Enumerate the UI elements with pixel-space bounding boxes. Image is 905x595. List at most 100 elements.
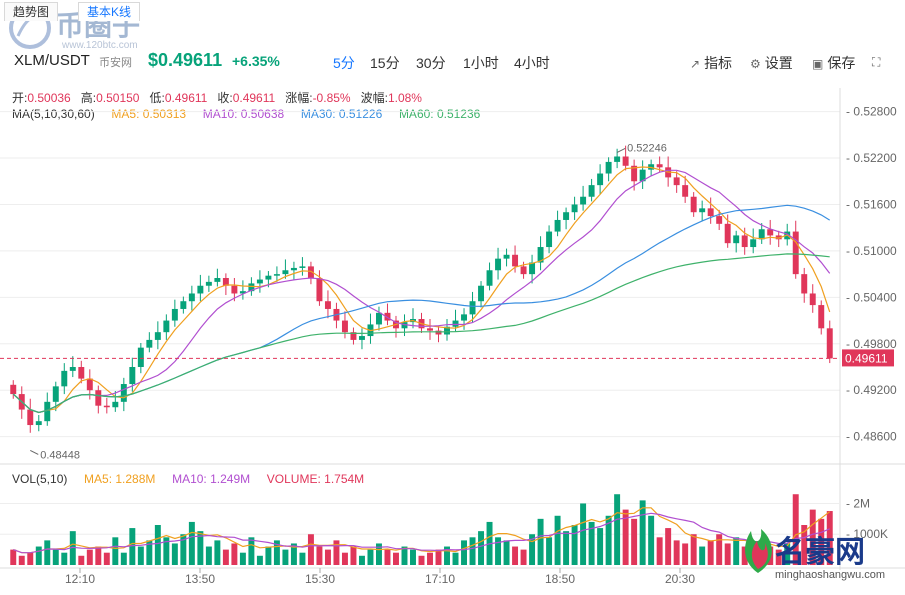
watermark-top-url: www.120btc.com — [62, 40, 138, 51]
candle-body — [461, 314, 468, 321]
ma30-line — [12, 204, 831, 414]
candle-body — [724, 223, 731, 244]
interval-30m[interactable]: 30分 — [416, 55, 446, 71]
volume-bar — [273, 540, 280, 565]
volume-bar — [707, 540, 714, 565]
volume-bar — [546, 537, 553, 565]
ma5-line — [12, 166, 831, 414]
interval-4h[interactable]: 4小时 — [514, 55, 550, 71]
y-tick-label: - 0.51000 — [846, 244, 897, 258]
volume-bar — [171, 543, 178, 565]
max-annotation-pointer — [616, 148, 626, 153]
candle-body — [656, 164, 663, 168]
volume-bar — [146, 540, 153, 565]
volume-bar — [588, 521, 595, 565]
candle-body — [316, 278, 323, 302]
candle-body — [444, 326, 450, 335]
volume-bar — [78, 555, 85, 565]
candle-body — [307, 266, 314, 278]
amp-label: 涨幅: — [285, 91, 313, 105]
fullscreen-button[interactable]: ⛶ — [872, 53, 884, 70]
volume-bar — [427, 552, 433, 565]
volume-bar — [333, 540, 340, 565]
y-tick-label: - 0.50400 — [846, 290, 897, 304]
vol-ma5-legend: MA5: 1.288M — [84, 472, 156, 486]
volume-bar — [775, 549, 782, 565]
volume-bar — [129, 528, 136, 565]
volume-bar — [358, 555, 365, 565]
volume-bar — [375, 543, 382, 565]
interval-1h[interactable]: 1小时 — [463, 55, 499, 71]
candle-body — [673, 177, 680, 186]
candle-body — [716, 216, 723, 224]
candle-body — [239, 291, 246, 294]
interval-15m[interactable]: 15分 — [370, 55, 400, 71]
candle-body — [86, 378, 93, 391]
x-tick-label: 18:50 — [545, 572, 575, 586]
volume-bar — [154, 525, 161, 565]
x-tick-label: 12:10 — [65, 572, 95, 586]
candle-body — [256, 279, 263, 284]
volume-bar — [197, 531, 204, 565]
volume-bar — [818, 518, 825, 565]
tab-kline[interactable]: 基本K线 — [78, 2, 141, 21]
candle-body — [767, 229, 774, 236]
x-tick-label: 15:30 — [305, 572, 335, 586]
volume-bar — [503, 540, 510, 565]
x-tick-label: 20:30 — [665, 572, 695, 586]
settings-button[interactable]: ⚙ 设置 — [750, 53, 793, 73]
pair-name: XLM/USDT — [14, 52, 90, 69]
save-button[interactable]: ▣ 保存 — [812, 53, 855, 73]
volume-bar — [163, 537, 170, 565]
vol-volume-legend: VOLUME: 1.754M — [266, 472, 365, 486]
chart-line-icon: ↗ — [690, 57, 701, 71]
camera-icon: ▣ — [812, 57, 824, 71]
indicator-button[interactable]: ↗ 指标 — [690, 53, 732, 73]
candle-body — [733, 235, 740, 244]
save-label: 保存 — [827, 55, 856, 71]
close-label: 收: — [217, 91, 233, 105]
candle-body — [605, 161, 612, 174]
candle-body — [690, 196, 697, 213]
volume-bar — [341, 552, 348, 565]
candle-body — [818, 305, 825, 329]
candle-body — [512, 254, 519, 267]
watermark-bottom-text: 名豪网 — [775, 535, 865, 570]
vol-ma10-line — [13, 512, 830, 554]
volume-bar — [469, 537, 476, 565]
candle-body — [154, 332, 161, 340]
y-tick-label: - 0.51600 — [846, 197, 897, 211]
x-tick-label: 13:50 — [185, 572, 215, 586]
candle-body — [69, 367, 76, 371]
min-annotation-label: 0.48448 — [40, 449, 80, 461]
volume-bar — [554, 515, 561, 565]
candle-body — [563, 212, 570, 220]
ma-title: MA(5,10,30,60) — [12, 107, 95, 121]
candle-body — [78, 367, 85, 379]
candle-body — [61, 370, 68, 387]
candle-body — [282, 270, 289, 275]
candle-body — [401, 322, 408, 329]
candle-body — [120, 384, 127, 402]
candle-body — [112, 401, 119, 408]
volume-bar — [222, 549, 229, 565]
settings-label: 设置 — [764, 55, 793, 71]
volume-bar — [299, 552, 306, 565]
candle-body — [529, 262, 536, 275]
amp-value: -0.85% — [312, 91, 351, 105]
watermark-bottom-url: minghaoshangwu.com — [775, 569, 886, 581]
vol-title: VOL(5,10) — [12, 472, 68, 486]
candle-body — [435, 330, 442, 335]
interval-5m[interactable]: 5分 — [333, 55, 355, 71]
volume-bar — [639, 500, 646, 565]
tab-trend[interactable]: 趋势图 — [4, 2, 59, 21]
volume-bar — [231, 543, 238, 565]
volume-bar — [826, 511, 833, 565]
candle-body — [537, 247, 544, 263]
min-annotation-pointer — [30, 449, 39, 455]
candle-body — [639, 169, 646, 182]
volume-bar — [307, 534, 314, 565]
candle-body — [682, 185, 689, 197]
candle-body — [826, 328, 833, 359]
